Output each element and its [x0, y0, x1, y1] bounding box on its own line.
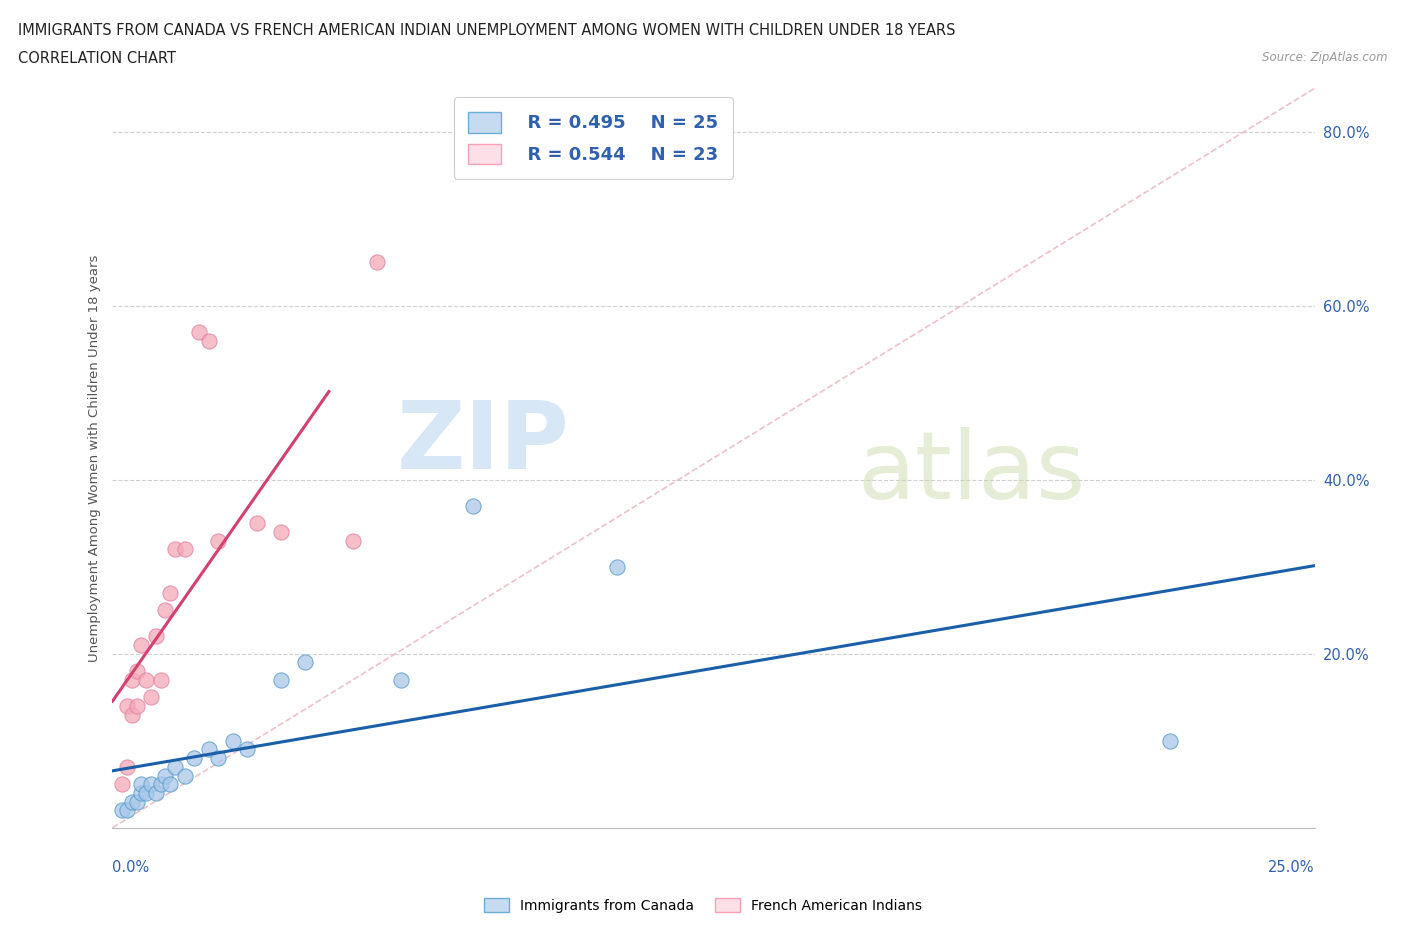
Text: atlas: atlas	[858, 427, 1085, 519]
Point	[145, 629, 167, 644]
Point	[606, 559, 628, 574]
Point	[149, 777, 172, 791]
Text: IMMIGRANTS FROM CANADA VS FRENCH AMERICAN INDIAN UNEMPLOYMENT AMONG WOMEN WITH C: IMMIGRANTS FROM CANADA VS FRENCH AMERICA…	[18, 23, 956, 38]
Text: ZIP: ZIP	[396, 397, 569, 489]
Point	[121, 707, 143, 722]
Legend: Immigrants from Canada, French American Indians: Immigrants from Canada, French American …	[478, 893, 928, 919]
Point	[121, 672, 143, 687]
Text: CORRELATION CHART: CORRELATION CHART	[18, 51, 176, 66]
Point	[366, 255, 388, 270]
Point	[121, 794, 143, 809]
Text: 25.0%: 25.0%	[1268, 860, 1315, 875]
Point	[389, 672, 412, 687]
Point	[207, 751, 229, 765]
Point	[115, 698, 138, 713]
Point	[183, 751, 205, 765]
Point	[131, 777, 153, 791]
Point	[155, 603, 177, 618]
Y-axis label: Unemployment Among Women with Children Under 18 years: Unemployment Among Women with Children U…	[89, 254, 101, 662]
Point	[111, 777, 134, 791]
Point	[197, 742, 219, 757]
Point	[294, 655, 316, 670]
Point	[131, 638, 153, 653]
Point	[207, 533, 229, 548]
Point	[461, 498, 484, 513]
Point	[1159, 733, 1181, 748]
Point	[125, 698, 148, 713]
Point	[173, 768, 195, 783]
Point	[188, 325, 211, 339]
Text: Source: ZipAtlas.com: Source: ZipAtlas.com	[1263, 51, 1388, 64]
Point	[135, 786, 157, 801]
Point	[159, 585, 181, 600]
Point	[115, 803, 138, 817]
Point	[111, 803, 134, 817]
Text: 0.0%: 0.0%	[112, 860, 149, 875]
Point	[197, 333, 219, 348]
Point	[342, 533, 364, 548]
Point	[135, 672, 157, 687]
Point	[222, 733, 245, 748]
Point	[163, 760, 186, 775]
Point	[173, 542, 195, 557]
Point	[270, 672, 292, 687]
Point	[270, 525, 292, 539]
Point	[115, 760, 138, 775]
Point	[139, 777, 162, 791]
Point	[139, 690, 162, 705]
Point	[236, 742, 259, 757]
Point	[149, 672, 172, 687]
Point	[159, 777, 181, 791]
Point	[145, 786, 167, 801]
Point	[155, 768, 177, 783]
Point	[125, 664, 148, 679]
Legend:   R = 0.495    N = 25,   R = 0.544    N = 23: R = 0.495 N = 25, R = 0.544 N = 23	[454, 98, 733, 179]
Point	[163, 542, 186, 557]
Point	[125, 794, 148, 809]
Point	[246, 516, 269, 531]
Point	[131, 786, 153, 801]
